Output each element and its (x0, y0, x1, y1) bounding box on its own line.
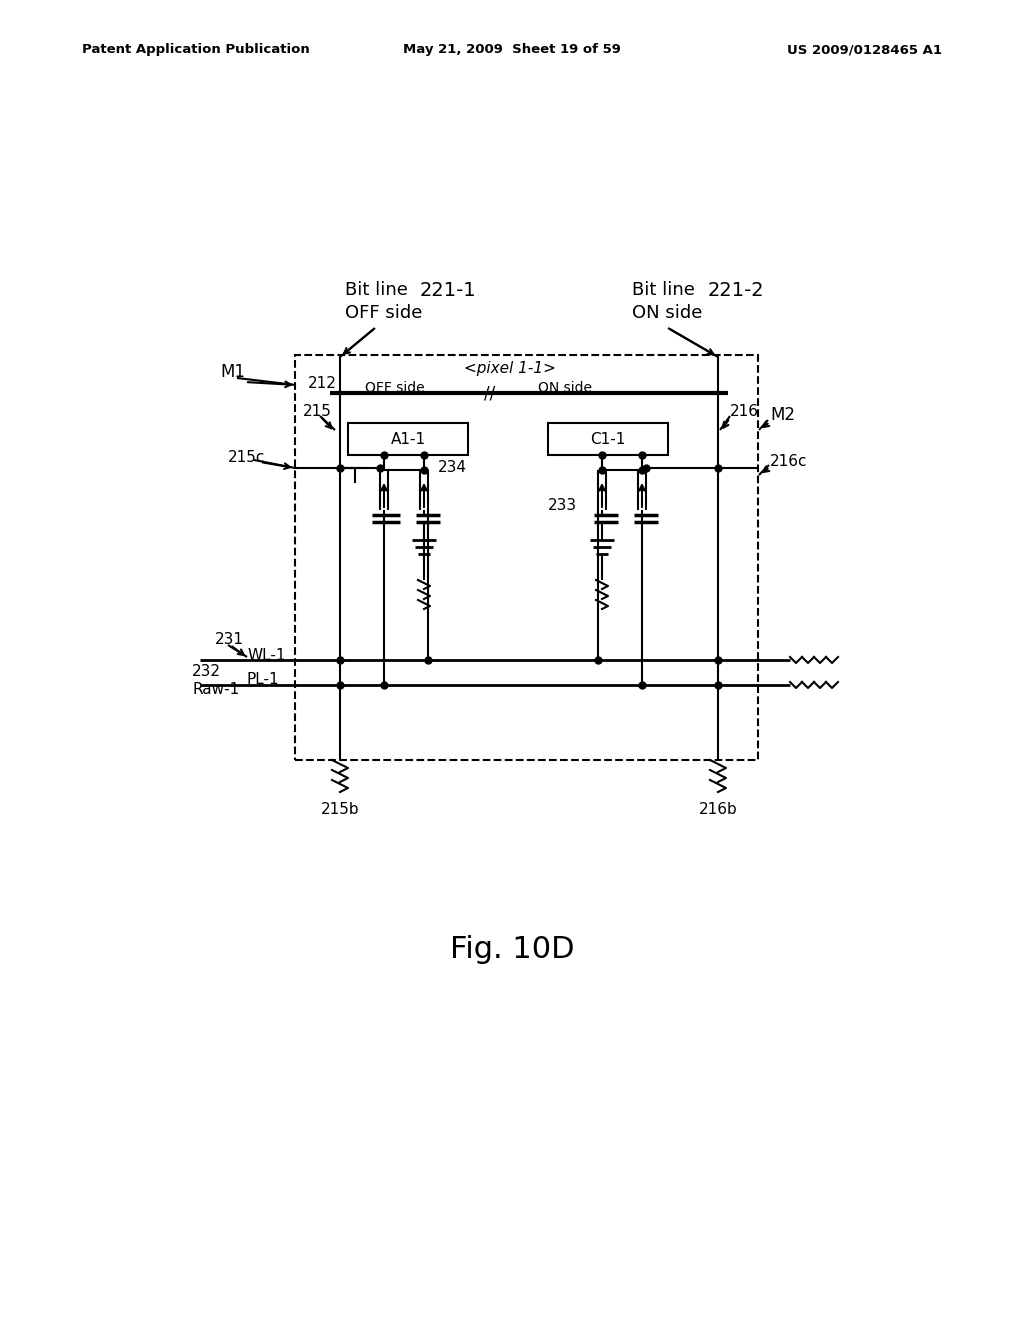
Text: <pixel 1-1>: <pixel 1-1> (464, 360, 556, 375)
Text: ON side: ON side (538, 381, 592, 395)
Text: WL-1: WL-1 (247, 648, 286, 663)
Text: 233: 233 (548, 498, 578, 512)
Text: May 21, 2009  Sheet 19 of 59: May 21, 2009 Sheet 19 of 59 (403, 44, 621, 57)
Text: 221-2: 221-2 (708, 281, 765, 300)
Text: C1-1: C1-1 (590, 432, 626, 446)
Text: Raw-1: Raw-1 (193, 682, 240, 697)
Text: //: // (484, 384, 496, 403)
Bar (295, 355, 758, 760)
Text: ON side: ON side (632, 304, 702, 322)
Text: 232: 232 (193, 664, 221, 680)
Text: US 2009/0128465 A1: US 2009/0128465 A1 (787, 44, 942, 57)
Text: 216c: 216c (770, 454, 808, 470)
Text: OFF side: OFF side (366, 381, 425, 395)
Text: M2: M2 (770, 407, 795, 424)
Text: 234: 234 (438, 461, 467, 475)
Text: 231: 231 (215, 632, 244, 648)
Text: Patent Application Publication: Patent Application Publication (82, 44, 309, 57)
Text: Bit line: Bit line (632, 281, 695, 300)
Text: Fig. 10D: Fig. 10D (450, 936, 574, 965)
Text: 215: 215 (303, 404, 332, 420)
Text: 212: 212 (308, 375, 337, 391)
Text: 221-1: 221-1 (420, 281, 476, 300)
Text: Bit line: Bit line (345, 281, 408, 300)
Text: 215c: 215c (228, 450, 265, 465)
Text: 216b: 216b (698, 803, 737, 817)
Text: 215b: 215b (321, 803, 359, 817)
Text: M1: M1 (220, 363, 245, 381)
Text: OFF side: OFF side (345, 304, 422, 322)
Text: A1-1: A1-1 (390, 432, 426, 446)
Text: 216: 216 (730, 404, 759, 420)
Bar (548, 422, 668, 455)
Bar (348, 422, 468, 455)
Text: PL-1: PL-1 (247, 672, 280, 688)
